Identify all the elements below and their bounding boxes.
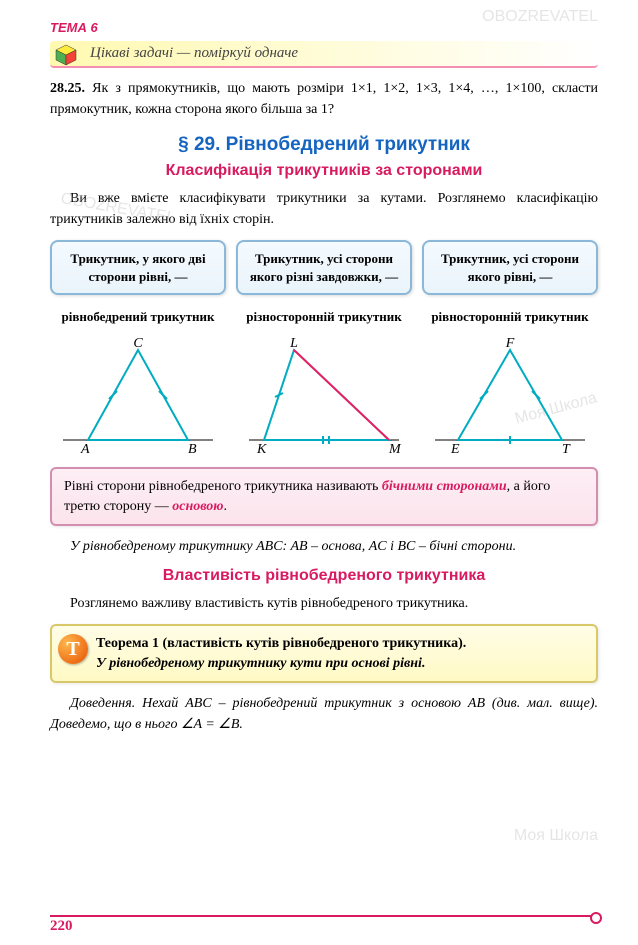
example-paragraph: У рівнобедреному трикутнику ABC: AB – ос…: [50, 536, 598, 557]
property-intro-paragraph: Розглянемо важливу властивість кутів рів…: [50, 593, 598, 614]
footer-rule: [50, 915, 598, 917]
svg-text:C: C: [133, 336, 143, 351]
problem-number: 28.25.: [50, 81, 85, 96]
type-labels-row: рівнобедрений трикутник різносторонній т…: [50, 303, 598, 329]
card-equilateral: Трикутник, усі сторони якого рівні, —: [422, 240, 598, 295]
svg-text:L: L: [289, 336, 298, 351]
page-number: 220: [50, 918, 73, 935]
definition-cards-row: Трикутник, у якого дві сторони рівні, — …: [50, 240, 598, 295]
banner-text: Цікаві задачі — поміркуй одначе: [90, 45, 298, 61]
problem-text: Як з прямокутників, що мають розміри 1×1…: [50, 81, 598, 117]
triangle-diagrams-row: C A B L K M F E T: [50, 335, 598, 455]
svg-text:K: K: [256, 442, 267, 455]
svg-text:B: B: [188, 442, 197, 455]
triangle-scalene-diagram: L K M: [236, 335, 412, 455]
type-label-scalene: різносторонній трикутник: [236, 309, 412, 325]
theorem-badge-icon: Т: [58, 634, 88, 664]
subheading-classification: Класифікація трикутників за сторонами: [50, 162, 598, 180]
triangle-isosceles-diagram: C A B: [50, 335, 226, 455]
card-scalene: Трикутник, усі сторони якого різні завдо…: [236, 240, 412, 295]
theorem-statement: У рівнобедреному трикутнику кути при осн…: [96, 656, 425, 671]
proof-intro: Доведення. Нехай ABC – рівнобедрений три…: [50, 693, 598, 735]
intro-paragraph: Ви вже вмієте класифікувати трикутники з…: [50, 188, 598, 230]
subheading-property: Властивість рівнобедреного трикутника: [50, 567, 598, 585]
type-label-isosceles: рівнобедрений трикутник: [50, 309, 226, 325]
definition-box: Рівні сторони рівнобедреного трикутника …: [50, 467, 598, 526]
card-isosceles: Трикутник, у якого дві сторони рівні, —: [50, 240, 226, 295]
theorem-title: Теорема 1 (властивість кутів рівнобедрен…: [96, 636, 466, 651]
triangle-equilateral-diagram: F E T: [422, 335, 598, 455]
textbook-page: OBOZREVATEL Моя Школа Моя Школа OBOZREVA…: [0, 0, 638, 945]
theorem-box: Т Теорема 1 (властивість кутів рівнобедр…: [50, 624, 598, 683]
section-title: § 29. Рівнобедрений трикутник: [50, 134, 598, 156]
svg-text:A: A: [80, 442, 90, 455]
definition-text: Рівні сторони рівнобедреного трикутника …: [64, 479, 550, 514]
theme-label: ТЕМА 6: [50, 20, 598, 35]
problem-28-25: 28.25. Як з прямокутників, що мають розм…: [50, 78, 598, 120]
svg-text:T: T: [562, 442, 571, 455]
banner: Цікаві задачі — поміркуй одначе: [50, 41, 598, 68]
watermark: Моя Школа: [514, 827, 598, 845]
type-label-equilateral: рівносторонній трикутник: [422, 309, 598, 325]
rubik-cube-icon: [54, 43, 78, 67]
svg-text:M: M: [388, 442, 402, 455]
svg-text:F: F: [505, 336, 515, 351]
svg-text:E: E: [450, 442, 460, 455]
